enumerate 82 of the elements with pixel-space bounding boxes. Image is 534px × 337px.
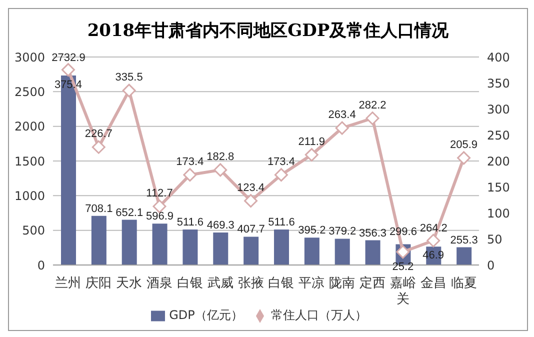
point [214,163,228,177]
bar [213,232,228,265]
y2-tick-label: 0 [487,258,495,272]
point [304,148,318,162]
y2-tick-label: 350 [487,76,510,90]
point [61,63,75,77]
data-label: 25.2 [392,260,414,273]
x-tick-label: 酒泉 [146,276,172,291]
point [244,194,258,208]
y-tick-label: 500 [22,224,45,238]
x-tick-label: 天水 [116,276,142,291]
point [122,84,136,98]
data-label: 356.3 [359,227,387,240]
y2-tick-label: 250 [487,128,510,142]
bar [152,224,168,265]
data-label: 173.4 [176,156,204,168]
data-label: 2732.9 [52,52,86,64]
x-tick-label: 金昌 [420,276,446,291]
data-label: 173.4 [267,156,295,168]
data-label: 511.6 [176,216,204,229]
x-tick-label: 嘉峪关 [390,276,416,307]
bar [365,240,380,265]
x-tick-label: 兰州 [55,276,82,291]
bar [456,247,472,265]
chart-title: 2018年甘肃省内不同地区GDP及常住人口情况 [86,20,450,43]
data-label: 123.4 [237,182,265,194]
y-tick-label: 1500 [14,154,45,168]
point [366,112,380,126]
y2-tick-label: 400 [487,50,510,64]
x-tick-label: 庆阳 [86,276,112,291]
y-tick-label: 3000 [14,50,45,64]
data-label: 112.7 [146,187,173,200]
y2-tick-label: 150 [487,180,510,194]
x-tick-label: 武威 [207,276,234,291]
data-label: 182.8 [206,150,234,163]
data-label: 708.1 [85,202,113,215]
y2-tick-label: 200 [487,154,510,168]
point [274,168,288,182]
x-tick-label: 白银 [268,276,294,291]
legend-label: 常住人口（万人） [270,308,367,322]
data-label: 379.2 [328,226,356,238]
data-label: 652.1 [116,206,144,219]
point [183,168,197,182]
data-label: 511.6 [268,216,295,229]
data-label: 264.2 [420,222,448,235]
data-label: 335.5 [115,72,143,84]
bar [274,230,289,265]
bar [244,236,259,265]
data-label: 255.3 [450,234,478,246]
x-tick-label: 陇南 [329,276,356,291]
point [335,121,349,135]
data-label: 282.2 [358,99,386,112]
x-tick-label: 平凉 [298,276,325,291]
bar [304,238,320,265]
bar [182,230,198,265]
data-label: 469.3 [206,219,234,232]
point [457,151,471,165]
y-tick-label: 1000 [14,188,45,203]
legend-label: GDP（亿元） [169,308,243,322]
x-tick-label: 临夏 [450,276,477,291]
point [426,234,440,248]
data-label: 407.7 [237,224,265,236]
bar [122,220,137,265]
x-tick-label: 定西 [360,276,386,291]
y2-tick-label: 50 [487,232,502,246]
x-tick-label: 白银 [176,276,203,291]
bar [334,238,350,265]
y-tick-label: 0 [37,258,45,272]
data-label: 395.2 [298,224,326,237]
y-tick-label: 2000 [14,120,45,134]
y2-tick-label: 100 [487,206,510,220]
data-label: 211.9 [298,136,325,148]
data-label: 299.6 [389,226,417,238]
point [92,140,106,154]
data-label: 263.4 [328,109,356,122]
data-label: 226.7 [84,128,112,140]
x-tick-label: 张掖 [238,276,264,291]
data-label: 596.9 [146,210,174,223]
y-tick-label: 2500 [14,84,45,99]
bar [91,216,106,265]
y2-tick-label: 300 [487,102,510,116]
data-label: 205.9 [450,138,478,151]
